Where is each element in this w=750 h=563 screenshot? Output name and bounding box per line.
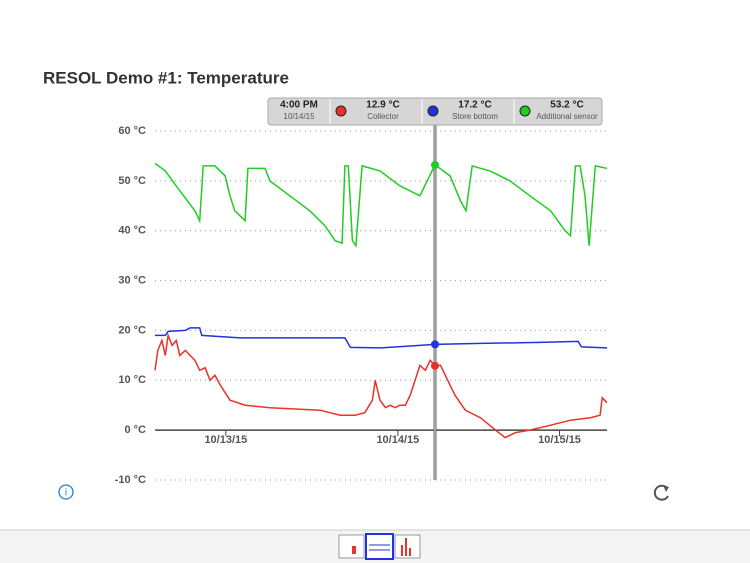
refresh-button[interactable] <box>653 484 669 501</box>
thumb-glyph <box>401 538 411 556</box>
legend-swatch <box>335 105 347 117</box>
refresh-arrow <box>663 485 669 492</box>
cursor-dot <box>431 340 440 349</box>
y-tick-label: -10 °C <box>115 474 146 486</box>
info-button[interactable]: i <box>58 484 74 500</box>
thumb-glyph <box>369 544 390 551</box>
series-line <box>155 327 608 349</box>
legend-swatch <box>519 105 531 117</box>
y-tick-label: 10 °C <box>118 374 146 386</box>
y-tick-label: 30 °C <box>118 274 146 286</box>
y-tick-label: 20 °C <box>118 324 146 336</box>
legend-label: Collector <box>367 112 399 121</box>
y-tick-label: 0 °C <box>124 424 146 436</box>
y-tick-label: 40 °C <box>118 225 146 237</box>
cursor-value: 53.2 °C <box>550 100 583 111</box>
series-line <box>154 332 608 439</box>
info-glyph: i <box>65 488 67 499</box>
legend-swatch <box>427 105 439 117</box>
thumb-glyph <box>352 546 356 554</box>
chart-title: RESOL Demo #1: Temperature <box>43 68 289 87</box>
y-tick-label: 50 °C <box>118 175 146 187</box>
thumbnail[interactable] <box>394 534 421 559</box>
thumbnail[interactable] <box>365 533 394 560</box>
x-tick-label: 10/14/15 <box>376 434 419 446</box>
cursor-value: 17.2 °C <box>458 100 491 111</box>
cursor-dot <box>431 361 440 370</box>
cursor-dot <box>431 160 440 169</box>
x-tick-label: 10/13/15 <box>204 434 247 446</box>
refresh-icon[interactable] <box>653 484 669 501</box>
info-icon[interactable] <box>58 484 74 500</box>
y-tick-label: 60 °C <box>118 125 146 137</box>
thumb-bars[interactable] <box>394 534 421 559</box>
cursor-value: 12.9 °C <box>366 100 399 111</box>
thumb-schema[interactable] <box>338 534 365 559</box>
series-line <box>154 162 608 248</box>
thumbnail[interactable] <box>338 534 365 559</box>
x-tick-label: 10/15/15 <box>538 434 581 446</box>
cursor-time: 4:00 PM <box>280 100 318 111</box>
legend-label: Additional sensor <box>536 112 598 121</box>
legend-label: Store bottom <box>452 112 498 121</box>
cursor-date: 10/14/15 <box>283 112 315 121</box>
thumb-chart[interactable] <box>365 533 394 560</box>
plot-area: -10 °C 0 °C 10 °C 20 °C 30 °C 40 °C 50 °C 60 °C… <box>115 125 608 486</box>
